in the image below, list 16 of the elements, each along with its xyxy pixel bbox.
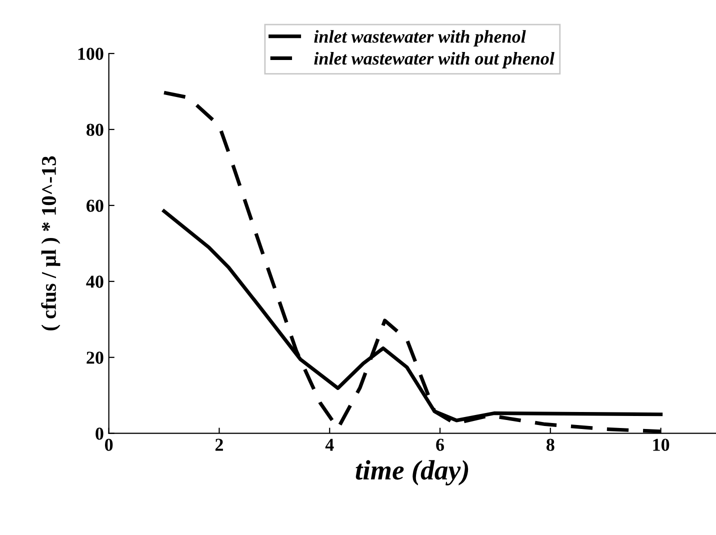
x-tick-label: 10 [653, 438, 670, 451]
y-axis-title: ( cfus / µl ) * 10^-13 [41, 156, 60, 330]
legend-label: inlet wastewater with out phenol [314, 52, 554, 68]
x-tick-label: 4 [325, 438, 334, 451]
x-axis-title: time (day) [356, 460, 468, 486]
x-tick-label: 6 [436, 438, 444, 451]
y-tick-label: 40 [86, 276, 104, 288]
legend-label: inlet wastewater with phenol [314, 30, 526, 46]
x-tick-label: 8 [546, 438, 554, 451]
y-tick-label: 100 [78, 48, 104, 60]
y-tick-label: 60 [86, 200, 104, 212]
x-tick-label: 2 [215, 438, 223, 451]
y-tick-label: 80 [86, 124, 104, 136]
y-tick-label: 20 [86, 352, 104, 364]
y-tick-label: 0 [96, 428, 104, 440]
x-tick-label: 0 [105, 438, 113, 451]
